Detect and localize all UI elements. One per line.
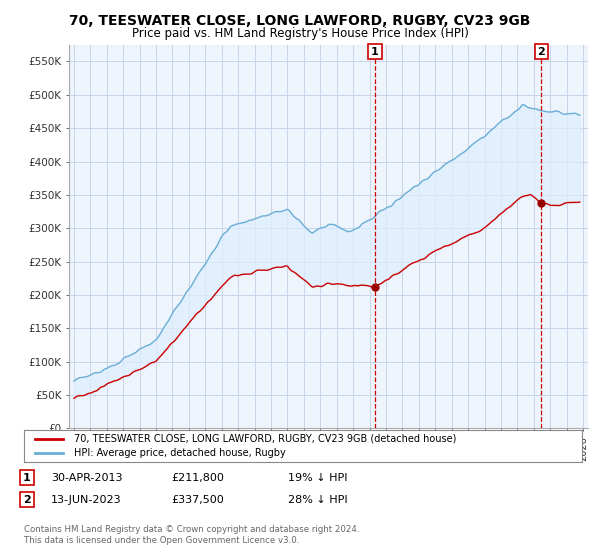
Text: 28% ↓ HPI: 28% ↓ HPI [288,494,347,505]
Text: 2: 2 [23,494,31,505]
Text: HPI: Average price, detached house, Rugby: HPI: Average price, detached house, Rugb… [74,448,286,458]
Text: 30-APR-2013: 30-APR-2013 [51,473,122,483]
Text: Contains HM Land Registry data © Crown copyright and database right 2024.
This d: Contains HM Land Registry data © Crown c… [24,525,359,545]
Text: 19% ↓ HPI: 19% ↓ HPI [288,473,347,483]
Text: £337,500: £337,500 [171,494,224,505]
Text: Price paid vs. HM Land Registry's House Price Index (HPI): Price paid vs. HM Land Registry's House … [131,27,469,40]
Text: 13-JUN-2023: 13-JUN-2023 [51,494,122,505]
Text: 2: 2 [538,46,545,57]
Text: £211,800: £211,800 [171,473,224,483]
Text: 70, TEESWATER CLOSE, LONG LAWFORD, RUGBY, CV23 9GB (detached house): 70, TEESWATER CLOSE, LONG LAWFORD, RUGBY… [74,433,457,444]
Text: 1: 1 [23,473,31,483]
Text: 70, TEESWATER CLOSE, LONG LAWFORD, RUGBY, CV23 9GB: 70, TEESWATER CLOSE, LONG LAWFORD, RUGBY… [70,14,530,28]
Text: 1: 1 [371,46,379,57]
